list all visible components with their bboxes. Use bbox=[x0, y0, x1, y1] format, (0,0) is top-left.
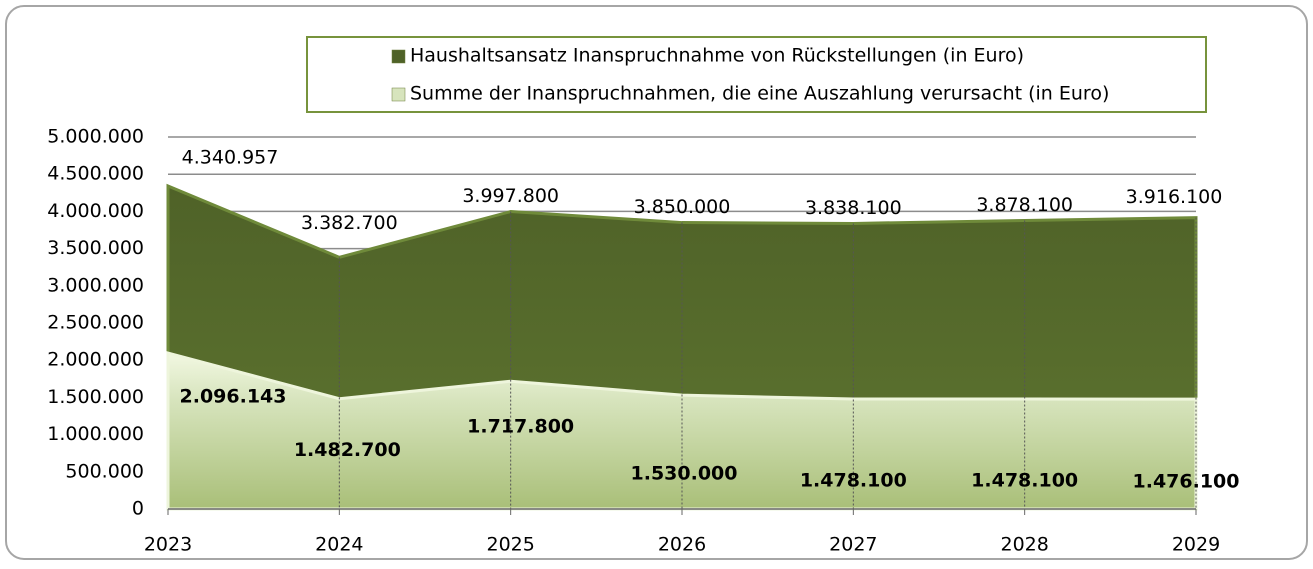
data-label: 4.340.957 bbox=[182, 147, 279, 169]
legend-box bbox=[306, 36, 1207, 113]
data-label: 3.997.800 bbox=[462, 185, 559, 207]
y-tick-label: 4.500.000 bbox=[47, 163, 144, 185]
x-tick-label: 2028 bbox=[1000, 534, 1048, 556]
data-label: 3.878.100 bbox=[976, 194, 1073, 216]
legend-label: Haushaltsansatz Inanspruchnahme von Rück… bbox=[410, 45, 1024, 67]
x-tick-label: 2023 bbox=[144, 534, 192, 556]
data-label: 3.916.100 bbox=[1126, 186, 1223, 208]
data-label: 1.717.800 bbox=[467, 416, 574, 438]
x-tick-label: 2026 bbox=[658, 534, 706, 556]
data-label: 3.838.100 bbox=[805, 197, 902, 219]
y-tick-label: 1.500.000 bbox=[47, 386, 144, 408]
legend-swatch bbox=[391, 49, 406, 64]
legend-swatch bbox=[391, 87, 406, 102]
x-tick-label: 2024 bbox=[315, 534, 363, 556]
y-tick-label: 2.500.000 bbox=[47, 312, 144, 334]
y-tick-label: 3.000.000 bbox=[47, 274, 144, 296]
data-label: 1.482.700 bbox=[294, 439, 401, 461]
data-label: 3.850.000 bbox=[634, 196, 731, 218]
y-tick-label: 3.500.000 bbox=[47, 237, 144, 259]
data-label: 1.478.100 bbox=[971, 470, 1078, 492]
y-tick-label: 0 bbox=[132, 498, 144, 520]
data-label: 1.478.100 bbox=[800, 470, 907, 492]
data-label: 1.530.000 bbox=[631, 463, 738, 485]
data-label: 1.476.100 bbox=[1133, 471, 1240, 493]
x-tick-label: 2025 bbox=[486, 534, 534, 556]
legend-label: Summe der Inanspruchnahmen, die eine Aus… bbox=[410, 83, 1109, 105]
data-label: 3.382.700 bbox=[301, 212, 398, 234]
y-tick-label: 5.000.000 bbox=[47, 126, 144, 148]
x-tick-label: 2027 bbox=[829, 534, 877, 556]
y-tick-label: 1.000.000 bbox=[47, 423, 144, 445]
y-tick-label: 500.000 bbox=[65, 460, 144, 482]
data-label: 2.096.143 bbox=[180, 386, 287, 408]
y-tick-label: 4.000.000 bbox=[47, 200, 144, 222]
y-tick-label: 2.000.000 bbox=[47, 349, 144, 371]
x-tick-label: 2029 bbox=[1172, 534, 1220, 556]
